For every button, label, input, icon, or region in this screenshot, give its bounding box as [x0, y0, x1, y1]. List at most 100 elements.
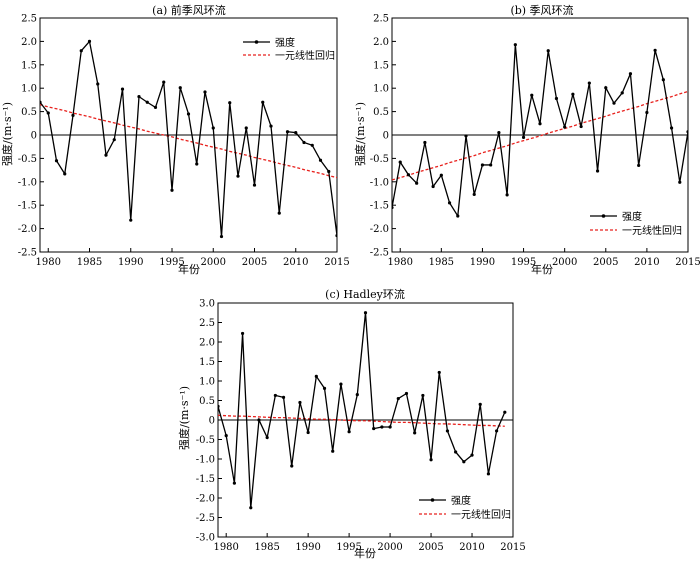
data-point-b [554, 96, 559, 101]
data-point-c [437, 370, 441, 375]
x-tick-label-c: 2010 [459, 542, 484, 553]
data-point-a [170, 188, 174, 192]
data-point-b [546, 49, 550, 53]
x-tick-label-c: 2005 [418, 542, 443, 553]
x-tick-label-c: 1980 [213, 542, 238, 553]
x-tick-label-a: 1995 [159, 257, 184, 268]
intensity-line-b [392, 44, 688, 218]
x-tick-label-b: 1985 [429, 257, 454, 268]
panel-a-plot: 1980 1985 1990 1995 2000 2005 2010 2015 -2.5 -2.0… [18, 14, 350, 269]
y-tick-label-c: -1.0 [196, 455, 215, 466]
data-point-a [87, 39, 92, 44]
data-point-b [628, 72, 633, 76]
data-point-b [579, 124, 583, 129]
data-point-c [298, 400, 302, 405]
data-point-a [195, 162, 199, 166]
data-point-c [478, 402, 482, 406]
y-tick-label-b: 2.5 [373, 14, 389, 25]
data-point-b [439, 173, 443, 177]
y-tick-label-c: 0.5 [199, 396, 215, 407]
panel-b-ylabel: 强度/(m·s⁻¹) [353, 102, 367, 166]
data-point-b [431, 184, 435, 189]
data-point-c [322, 386, 327, 391]
x-tick-label-a: 1985 [77, 257, 102, 268]
data-point-a [211, 126, 215, 130]
data-point-a [186, 112, 191, 116]
regression-line-a [40, 103, 337, 179]
y-tick-label-b: 1.0 [373, 84, 389, 95]
data-point-b [530, 93, 534, 97]
data-point-b [604, 86, 608, 90]
data-point-b [472, 192, 476, 197]
y-tick-label-a: 2.0 [21, 37, 37, 48]
data-point-a [178, 86, 182, 90]
x-tick-label-b: 1990 [470, 257, 495, 268]
y-tick-label-a: -2.5 [18, 248, 37, 259]
data-point-c [265, 435, 269, 440]
data-point-a [236, 174, 240, 178]
y-tick-label-c: 2.5 [199, 318, 215, 329]
x-tick-label-a: 2000 [201, 257, 226, 268]
panel-b-series-group [392, 43, 688, 218]
data-point-c [290, 464, 294, 468]
y-tick-label-c: 2.0 [199, 338, 215, 349]
panel-b: 1980 1985 1990 1995 2000 2005 2010 2015 -2.5 -2.0… [353, 3, 700, 276]
data-point-b [398, 160, 402, 164]
y-tick-label-b: -2.5 [370, 248, 389, 259]
x-tick-label-b: 2000 [552, 257, 577, 268]
y-tick-label-a: 1.0 [21, 84, 37, 95]
data-point-a [79, 49, 83, 53]
data-point-c [388, 425, 392, 429]
data-point-a [104, 153, 108, 157]
x-tick-label-c: 1985 [254, 542, 279, 553]
y-tick-label-c: -1.5 [196, 474, 215, 485]
legend-a-regression-name: 一元线性回归 [275, 49, 335, 62]
x-tick-label-b: 2005 [593, 257, 618, 268]
data-point-a [277, 211, 281, 215]
data-point-b [563, 125, 567, 129]
data-point-a [219, 234, 224, 239]
data-point-b [571, 92, 575, 96]
data-point-c [339, 382, 343, 386]
data-point-b [521, 135, 526, 139]
data-point-c [249, 506, 253, 510]
data-point-b [669, 126, 674, 130]
legend-c-marker-symbol [430, 498, 435, 502]
data-point-c [355, 393, 359, 397]
data-point-c [462, 460, 466, 464]
legend-a-series-name: 强度 [275, 36, 295, 49]
x-tick-label-b: 2015 [675, 257, 700, 268]
data-point-b [661, 78, 665, 82]
data-point-a [63, 172, 67, 176]
legend-b-regression-name: 一元线性回归 [622, 224, 682, 237]
y-tick-label-b: -0.5 [370, 154, 389, 165]
data-point-b [513, 43, 517, 47]
data-point-a [261, 100, 265, 104]
data-point-c [224, 434, 228, 438]
y-tick-label-a: -1.0 [18, 177, 37, 188]
data-point-b [538, 122, 542, 126]
data-point-b [686, 130, 688, 134]
legend-b-marker-symbol [601, 214, 606, 218]
data-point-a [153, 105, 158, 109]
data-point-c [347, 430, 351, 434]
data-point-a [46, 111, 50, 115]
data-point-c [273, 393, 277, 398]
x-tick-label-b: 2010 [634, 257, 659, 268]
data-point-a [244, 126, 248, 130]
data-point-c [240, 331, 245, 336]
x-tick-label-a: 2015 [324, 257, 349, 268]
data-point-a [327, 169, 331, 174]
y-tick-label-b: -2.0 [370, 224, 389, 235]
data-point-c [454, 450, 458, 454]
x-tick-label-a: 1990 [118, 257, 143, 268]
data-point-b [423, 140, 427, 145]
intensity-line-c [218, 312, 506, 508]
legend-a-marker-symbol [254, 40, 259, 44]
data-point-b [612, 101, 616, 105]
data-point-a [71, 113, 75, 117]
panel-b-title: (b) 季风环流 [510, 3, 573, 17]
data-point-b [497, 131, 501, 135]
data-point-c [503, 410, 507, 414]
